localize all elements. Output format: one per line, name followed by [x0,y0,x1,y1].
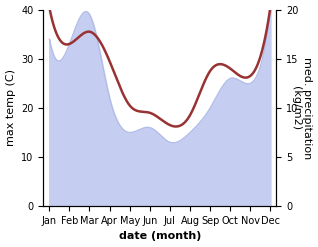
Y-axis label: max temp (C): max temp (C) [5,69,16,146]
Y-axis label: med. precipitation
(kg/m2): med. precipitation (kg/m2) [291,57,313,159]
X-axis label: date (month): date (month) [119,231,201,242]
